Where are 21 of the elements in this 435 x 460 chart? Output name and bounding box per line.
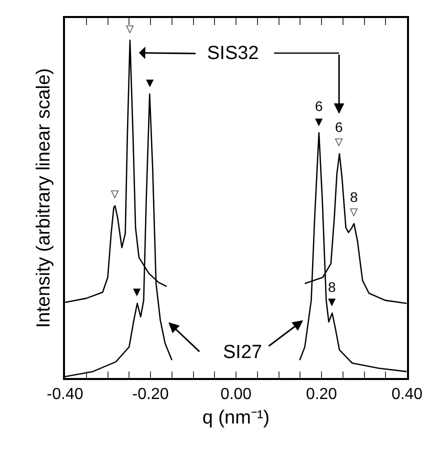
- annotation: ▼: [133, 287, 141, 298]
- annotation: 8: [350, 189, 358, 205]
- annotation: SI27: [223, 342, 262, 363]
- x-tick-label: 0.00: [220, 386, 252, 403]
- x-tick-label: 0.40: [391, 386, 423, 403]
- annotation: 8: [328, 279, 336, 295]
- annotation: ▽: [350, 207, 358, 218]
- x-tick-label: 0.20: [306, 386, 338, 403]
- annotation: ▽: [335, 137, 343, 148]
- x-axis-title: q (nm⁻¹): [202, 407, 270, 428]
- annotation: SIS32: [207, 43, 259, 64]
- x-tick-label: -0.40: [46, 386, 84, 403]
- annotation: 6: [315, 98, 323, 114]
- annotation: ▽: [111, 189, 119, 200]
- annotation: ▼: [146, 78, 154, 89]
- y-axis-title: Intensity (arbitrary linear scale): [34, 68, 55, 328]
- annotation: 6: [335, 119, 343, 135]
- x-tick-label: -0.20: [132, 386, 169, 403]
- annotation: ▼: [328, 297, 336, 308]
- text: ▽: [126, 24, 134, 35]
- annotation: ▼: [315, 117, 323, 128]
